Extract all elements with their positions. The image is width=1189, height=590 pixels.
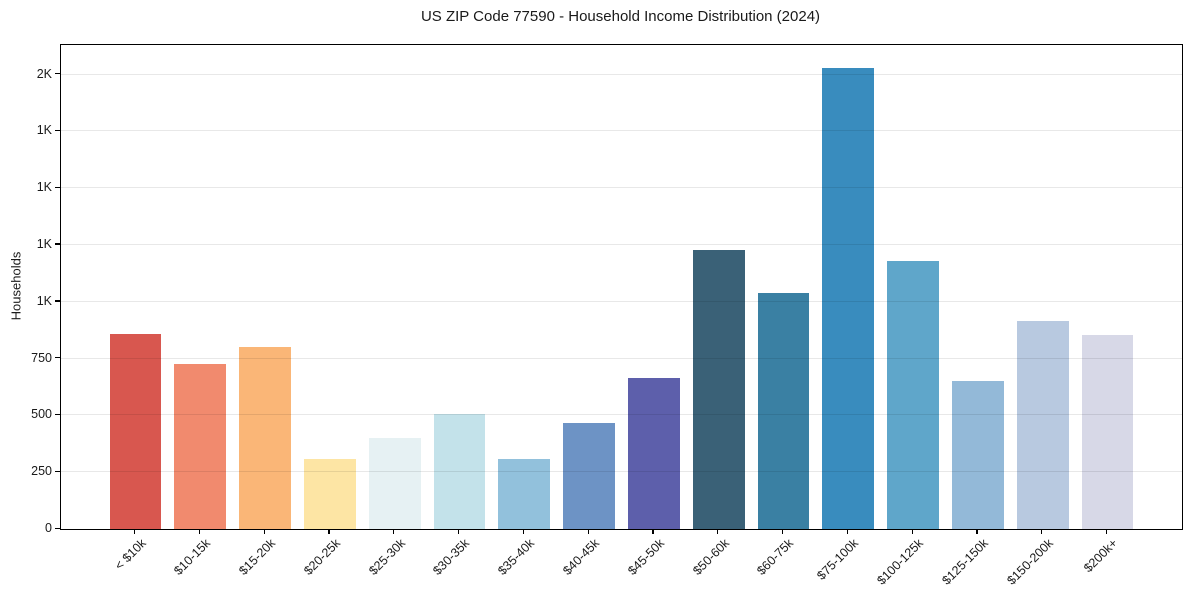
- y-tick-label: 1K: [36, 180, 52, 195]
- x-tick-mark: [782, 529, 784, 534]
- bar: [239, 347, 291, 529]
- y-tick-label: 250: [31, 464, 52, 479]
- x-tick-mark: [393, 529, 395, 534]
- bar: [627, 377, 680, 529]
- gridline: [61, 187, 1182, 189]
- y-axis-label: Households: [8, 251, 24, 321]
- gridline: [61, 130, 1182, 132]
- y-tick-mark: [55, 243, 60, 245]
- y-tick-mark: [55, 129, 60, 132]
- x-tick-mark: [522, 529, 525, 534]
- y-tick-label: 1K: [36, 236, 52, 251]
- bar: [692, 249, 745, 529]
- x-tick-mark: [198, 529, 201, 534]
- y-tick-label: 0: [45, 521, 52, 535]
- x-tick-mark: [587, 529, 589, 534]
- y-tick-mark: [55, 186, 60, 188]
- y-tick-label: 500: [31, 407, 52, 422]
- bar: [498, 458, 551, 529]
- y-tick-label: 2K: [36, 66, 52, 81]
- bar: [757, 292, 810, 529]
- y-tick-mark: [55, 357, 60, 359]
- bar: [174, 364, 227, 529]
- bar: [563, 423, 615, 529]
- bar: [1016, 321, 1069, 529]
- y-tick-mark: [55, 527, 60, 529]
- x-tick-mark: [328, 529, 330, 534]
- bar: [822, 67, 875, 529]
- y-tick-mark: [55, 300, 60, 302]
- x-tick-mark: [846, 529, 849, 534]
- bar: [368, 438, 421, 529]
- y-tick-label: 1K: [36, 293, 52, 308]
- gridline: [61, 471, 1182, 473]
- y-tick-mark: [55, 73, 60, 75]
- y-tick-mark: [55, 413, 60, 416]
- gridline: [61, 357, 1182, 359]
- x-tick-mark: [911, 529, 913, 534]
- chart-title: US ZIP Code 77590 - Household Income Dis…: [420, 8, 821, 25]
- gridline: [61, 300, 1182, 302]
- y-tick-label: 750: [31, 350, 52, 365]
- bar: [433, 414, 486, 529]
- bar: [1081, 334, 1134, 529]
- plot-area: [60, 44, 1183, 530]
- x-tick-mark: [976, 529, 978, 534]
- y-tick-label: 1K: [36, 123, 52, 138]
- gridline: [61, 73, 1182, 75]
- gridline: [61, 243, 1182, 245]
- bar: [887, 260, 939, 529]
- bar: [951, 381, 1004, 529]
- x-tick-mark: [263, 529, 265, 534]
- bar: [303, 458, 356, 529]
- gridline: [61, 414, 1182, 416]
- x-tick-mark: [134, 529, 136, 534]
- x-tick-mark: [652, 529, 654, 534]
- bar: [109, 333, 162, 529]
- x-tick-mark: [717, 529, 719, 534]
- x-tick-mark: [1041, 529, 1043, 534]
- y-tick-mark: [55, 470, 60, 472]
- x-tick-mark: [458, 529, 460, 534]
- x-tick-mark: [1106, 529, 1108, 534]
